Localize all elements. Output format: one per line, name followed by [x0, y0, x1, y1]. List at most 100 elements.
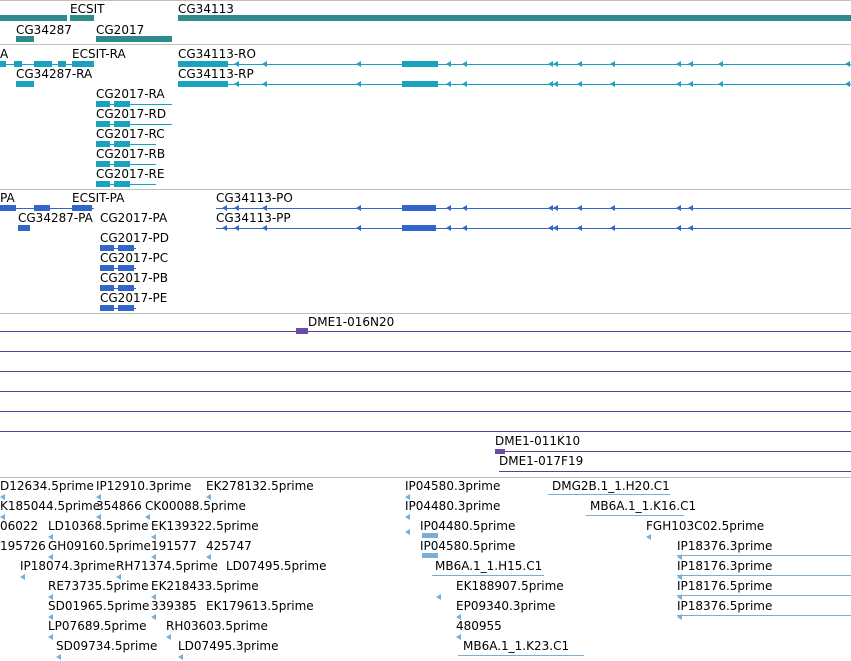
transcript-label[interactable]: CG2017-RB [96, 147, 166, 161]
clone-line[interactable] [0, 431, 851, 432]
est-line[interactable] [458, 655, 584, 656]
gene-label[interactable]: CG34287 [16, 23, 72, 37]
exon[interactable] [96, 141, 110, 147]
cds[interactable] [72, 205, 92, 211]
transcript-label[interactable]: CG2017-RA [96, 87, 165, 101]
est-label[interactable]: DMG2B.1_1.H20.C1 [552, 479, 670, 493]
transcript-label[interactable]: CG2017-RD [96, 107, 167, 121]
exon[interactable] [58, 61, 66, 67]
gene-feature[interactable] [16, 36, 34, 42]
exon[interactable] [0, 61, 6, 67]
est-line[interactable] [677, 575, 851, 576]
clone-feature[interactable] [296, 328, 308, 334]
protein-label[interactable]: CG2017-PB [100, 271, 169, 285]
est-label[interactable]: D12634.5prime [0, 479, 94, 493]
est-label[interactable]: IP04480.5prime [420, 519, 516, 533]
exon[interactable] [72, 61, 94, 67]
exon[interactable] [114, 121, 130, 127]
protein-label[interactable]: CG2017-PC [100, 251, 169, 265]
est-line[interactable] [677, 615, 851, 616]
gene-label[interactable]: ECSIT [70, 2, 105, 16]
cds[interactable] [100, 285, 114, 291]
clone-line[interactable] [499, 471, 851, 472]
protein-label[interactable]: CG2017-PA [100, 211, 168, 225]
exon[interactable] [402, 81, 438, 87]
clone-line[interactable] [0, 331, 851, 332]
est-label[interactable]: EK278132.5prime [206, 479, 314, 493]
est-label[interactable]: LD07495.5prime [226, 559, 327, 573]
transcript-label[interactable]: CG34287-RA [16, 67, 93, 81]
clone-label[interactable]: DME1-017F19 [499, 454, 584, 468]
exon[interactable] [114, 181, 130, 187]
est-line[interactable] [677, 595, 851, 596]
est-label[interactable]: 339385 [151, 599, 197, 613]
transcript-label[interactable]: CG34113-RP [178, 67, 254, 81]
protein-label[interactable]: CG2017-PE [100, 291, 168, 305]
clone-feature[interactable] [495, 449, 505, 454]
clone-line[interactable] [0, 411, 851, 412]
gene-feature[interactable] [0, 15, 67, 21]
est-label[interactable]: IP04480.3prime [405, 499, 501, 513]
protein-label[interactable]: PA [0, 191, 15, 205]
est-label[interactable]: CK00088.5prime [145, 499, 246, 513]
est-label[interactable]: EK218433.5prime [151, 579, 259, 593]
est-label[interactable]: IP12910.3prime [96, 479, 192, 493]
est-label[interactable]: MB6A.1_1.K23.C1 [463, 639, 570, 653]
est-label[interactable]: EP09340.3prime [456, 599, 556, 613]
est-feature[interactable] [422, 553, 438, 558]
cds[interactable] [402, 205, 436, 211]
exon[interactable] [114, 101, 130, 107]
exon[interactable] [96, 181, 110, 187]
est-label[interactable]: K185044.5prime [0, 499, 101, 513]
clone-line[interactable] [495, 451, 851, 452]
est-label[interactable]: 195726 [0, 539, 46, 553]
exon[interactable] [402, 61, 438, 67]
clone-line[interactable] [0, 391, 851, 392]
est-label[interactable]: FGH103C02.5prime [646, 519, 765, 533]
est-label[interactable]: 480955 [456, 619, 502, 633]
est-label[interactable]: IP18376.3prime [677, 539, 773, 553]
protein-label[interactable]: CG2017-PD [100, 231, 170, 245]
exon[interactable] [114, 141, 130, 147]
cds[interactable] [118, 285, 134, 291]
est-label[interactable]: IP18176.5prime [677, 579, 773, 593]
est-label[interactable]: 354866 [96, 499, 142, 513]
transcript-label[interactable]: CG2017-RE [96, 167, 165, 181]
cds[interactable] [118, 245, 134, 251]
gene-label[interactable]: CG34113 [178, 2, 234, 16]
est-label[interactable]: 425747 [206, 539, 252, 553]
protein-label[interactable]: CG34113-PO [216, 191, 293, 205]
est-line[interactable] [586, 515, 684, 516]
exon[interactable] [178, 61, 228, 67]
exon[interactable] [34, 61, 52, 67]
cds[interactable] [100, 245, 114, 251]
est-label[interactable]: IP18376.5prime [677, 599, 773, 613]
cds[interactable] [34, 205, 50, 211]
exon[interactable] [96, 101, 110, 107]
gene-label[interactable]: CG2017 [96, 23, 145, 37]
est-label[interactable]: MB6A.1_1.K16.C1 [590, 499, 697, 513]
transcript-label[interactable]: A [0, 47, 9, 61]
protein-label[interactable]: ECSIT-PA [72, 191, 125, 205]
est-label[interactable]: MB6A.1_1.H15.C1 [435, 559, 543, 573]
est-label[interactable]: IP18074.3prime [20, 559, 116, 573]
est-label[interactable]: EK179613.5prime [206, 599, 314, 613]
clone-line[interactable] [0, 351, 851, 352]
clone-line[interactable] [0, 371, 851, 372]
gene-feature[interactable] [70, 15, 94, 21]
est-label[interactable]: RE73735.5prime [48, 579, 149, 593]
est-label[interactable]: LD07495.3prime [178, 639, 279, 653]
clone-label[interactable]: DME1-011K10 [495, 434, 581, 448]
est-line[interactable] [677, 555, 851, 556]
exon[interactable] [96, 121, 110, 127]
transcript-label[interactable]: ECSIT-RA [72, 47, 126, 61]
cds[interactable] [18, 225, 30, 231]
est-label[interactable]: 06022 [0, 519, 39, 533]
transcript-label[interactable]: CG34113-RO [178, 47, 256, 61]
est-label[interactable]: IP04580.5prime [420, 539, 516, 553]
gene-feature[interactable] [178, 15, 851, 21]
est-label[interactable]: IP04580.3prime [405, 479, 501, 493]
exon[interactable] [114, 161, 130, 167]
est-feature[interactable] [422, 533, 438, 538]
est-line[interactable] [548, 494, 670, 495]
